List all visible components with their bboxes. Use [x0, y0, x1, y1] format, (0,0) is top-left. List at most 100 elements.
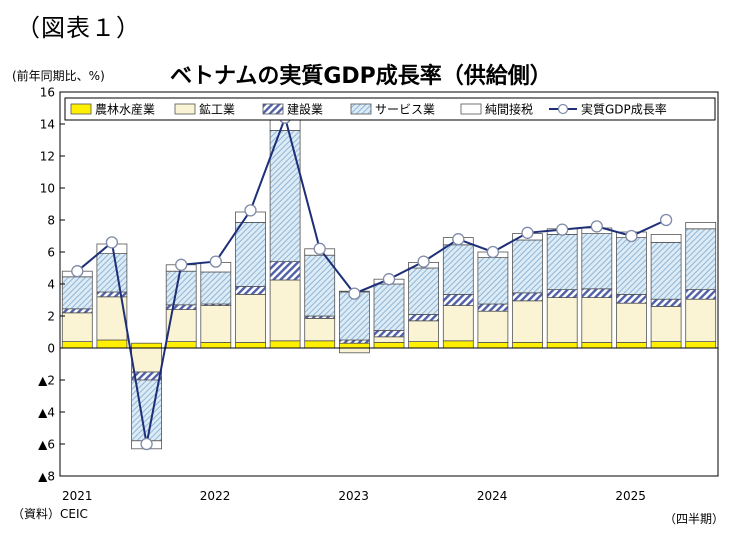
- bar-industry-2022Q4: [304, 317, 336, 342]
- legend-label-construction: 建設業: [287, 102, 323, 117]
- legend-item-agriculture: 農林水産業: [70, 102, 155, 117]
- bar-agriculture-2022Q4: [304, 340, 336, 349]
- bar-construction-2024Q3: [546, 289, 578, 299]
- bar-industry-2022Q3: [269, 279, 301, 342]
- legend-label-industry: 鉱工業: [199, 102, 235, 117]
- bar-agriculture-2024Q3: [546, 341, 578, 349]
- x-year-label-2024: 2024: [477, 489, 508, 503]
- y-tick-label: 4: [47, 278, 55, 292]
- gdp-marker-2024Q3: [556, 223, 569, 236]
- legend-swatch-services: [350, 103, 372, 115]
- y-tick-label: 8: [47, 214, 55, 228]
- bar-industry-2024Q3: [546, 297, 578, 343]
- gdp-marker-2021Q2: [105, 236, 119, 249]
- bar-taxes-2025Q3: [685, 221, 717, 230]
- legend-item-construction: 建設業: [262, 102, 323, 117]
- bar-taxes-2025Q2: [650, 233, 682, 243]
- legend-box: [64, 97, 716, 121]
- bar-construction-2023Q3: [408, 313, 440, 322]
- bar-agriculture-2023Q1: [338, 342, 370, 349]
- x-year-label-2021: 2021: [62, 489, 93, 503]
- bar-construction-2024Q4: [581, 288, 613, 298]
- gdp-marker-2022Q4: [313, 242, 326, 255]
- bar-agriculture-2024Q1: [477, 341, 509, 349]
- legend-item-gdp: 実質GDP成長率: [549, 102, 667, 117]
- y-tick-label: 16: [40, 86, 55, 100]
- figure-label: （図表１）: [16, 14, 141, 42]
- gdp-marker-2022Q1: [209, 255, 222, 268]
- y-axis-unit-label: (前年同期比、%): [12, 69, 105, 83]
- bar-services-2022Q3: [269, 129, 301, 262]
- bar-agriculture-2024Q2: [512, 341, 543, 349]
- bar-industry-2022Q1: [200, 305, 232, 343]
- bar-agriculture-2025Q2: [650, 341, 682, 349]
- bar-construction-2025Q2: [650, 298, 682, 307]
- bar-industry-2023Q4: [442, 305, 474, 342]
- bar-agriculture-2023Q4: [442, 340, 474, 349]
- bar-construction-2024Q1: [477, 303, 509, 312]
- bar-construction-2022Q2: [235, 285, 266, 295]
- bar-construction-2025Q1: [616, 293, 647, 304]
- legend-item-taxes: 純間接税: [460, 102, 533, 117]
- gdp-marker-2025Q1: [625, 229, 638, 243]
- source-label: （資料）CEIC: [12, 507, 88, 521]
- bar-services-2024Q3: [546, 233, 578, 290]
- gdp-marker-2025Q2: [659, 213, 673, 227]
- bar-services-2025Q3: [685, 228, 717, 291]
- bar-construction-2024Q2: [512, 292, 543, 302]
- bar-construction-2023Q1: [338, 339, 370, 344]
- y-tick-label: 2: [47, 310, 55, 324]
- bar-agriculture-2025Q1: [616, 341, 647, 349]
- legend-swatch-agriculture: [70, 103, 92, 115]
- bar-industry-2025Q3: [685, 298, 717, 343]
- x-year-label-2023: 2023: [338, 489, 369, 503]
- bar-agriculture-2025Q3: [685, 341, 717, 349]
- y-tick-label: 12: [40, 150, 55, 164]
- gdp-marker-2021Q4: [175, 258, 188, 271]
- gdp-marker-2021Q3: [140, 437, 153, 451]
- bar-services-2021Q2: [96, 253, 128, 293]
- y-tick-label: ▲2: [38, 374, 55, 388]
- bar-industry-2025Q2: [650, 305, 682, 342]
- bar-services-2022Q4: [304, 254, 336, 317]
- y-tick-label: 10: [40, 182, 55, 196]
- bar-services-2023Q2: [373, 283, 405, 331]
- bar-construction-2023Q4: [442, 293, 474, 306]
- bar-services-2023Q1: [338, 291, 370, 341]
- bar-industry-2022Q2: [235, 293, 266, 343]
- legend-marker-gdp: [557, 103, 569, 115]
- bar-industry-2021Q3: [131, 347, 163, 373]
- x-year-label-2022: 2022: [200, 489, 231, 503]
- legend-label-gdp: 実質GDP成長率: [581, 102, 667, 117]
- legend-swatch-industry: [174, 103, 196, 115]
- bar-services-2022Q1: [200, 271, 232, 305]
- y-tick-label: ▲8: [38, 470, 55, 484]
- bar-construction-2021Q4: [165, 304, 197, 310]
- bar-construction-2023Q2: [373, 329, 405, 338]
- gdp-marker-2022Q2: [244, 204, 257, 217]
- gdp-marker-2023Q1: [348, 287, 361, 300]
- bar-agriculture-2022Q3: [269, 340, 301, 349]
- gdp-marker-2024Q2: [521, 226, 534, 239]
- bar-industry-2025Q1: [616, 302, 647, 343]
- gdp-marker-2023Q2: [382, 273, 396, 286]
- bar-industry-2023Q1: [338, 347, 370, 354]
- bar-agriculture-2023Q3: [408, 341, 440, 349]
- legend-label-taxes: 純間接税: [485, 102, 533, 117]
- bar-agriculture-2022Q1: [200, 341, 232, 349]
- bar-industry-2024Q1: [477, 310, 509, 343]
- bar-construction-2021Q2: [96, 291, 128, 298]
- legend-label-services: サービス業: [375, 103, 435, 117]
- bar-agriculture-2022Q2: [235, 341, 266, 349]
- bar-agriculture-2023Q2: [373, 341, 405, 349]
- legend-label-agriculture: 農林水産業: [95, 102, 155, 117]
- bar-construction-2025Q3: [685, 289, 717, 300]
- period-label: （四半期）: [664, 512, 725, 526]
- bar-services-2024Q4: [581, 233, 613, 290]
- bar-agriculture-2021Q2: [96, 339, 128, 349]
- legend-swatch-taxes: [460, 103, 482, 115]
- bar-services-2024Q2: [512, 239, 543, 294]
- chart-title: ベトナムの実質GDP成長率（供給側）: [170, 64, 552, 89]
- bar-services-2025Q1: [616, 237, 647, 295]
